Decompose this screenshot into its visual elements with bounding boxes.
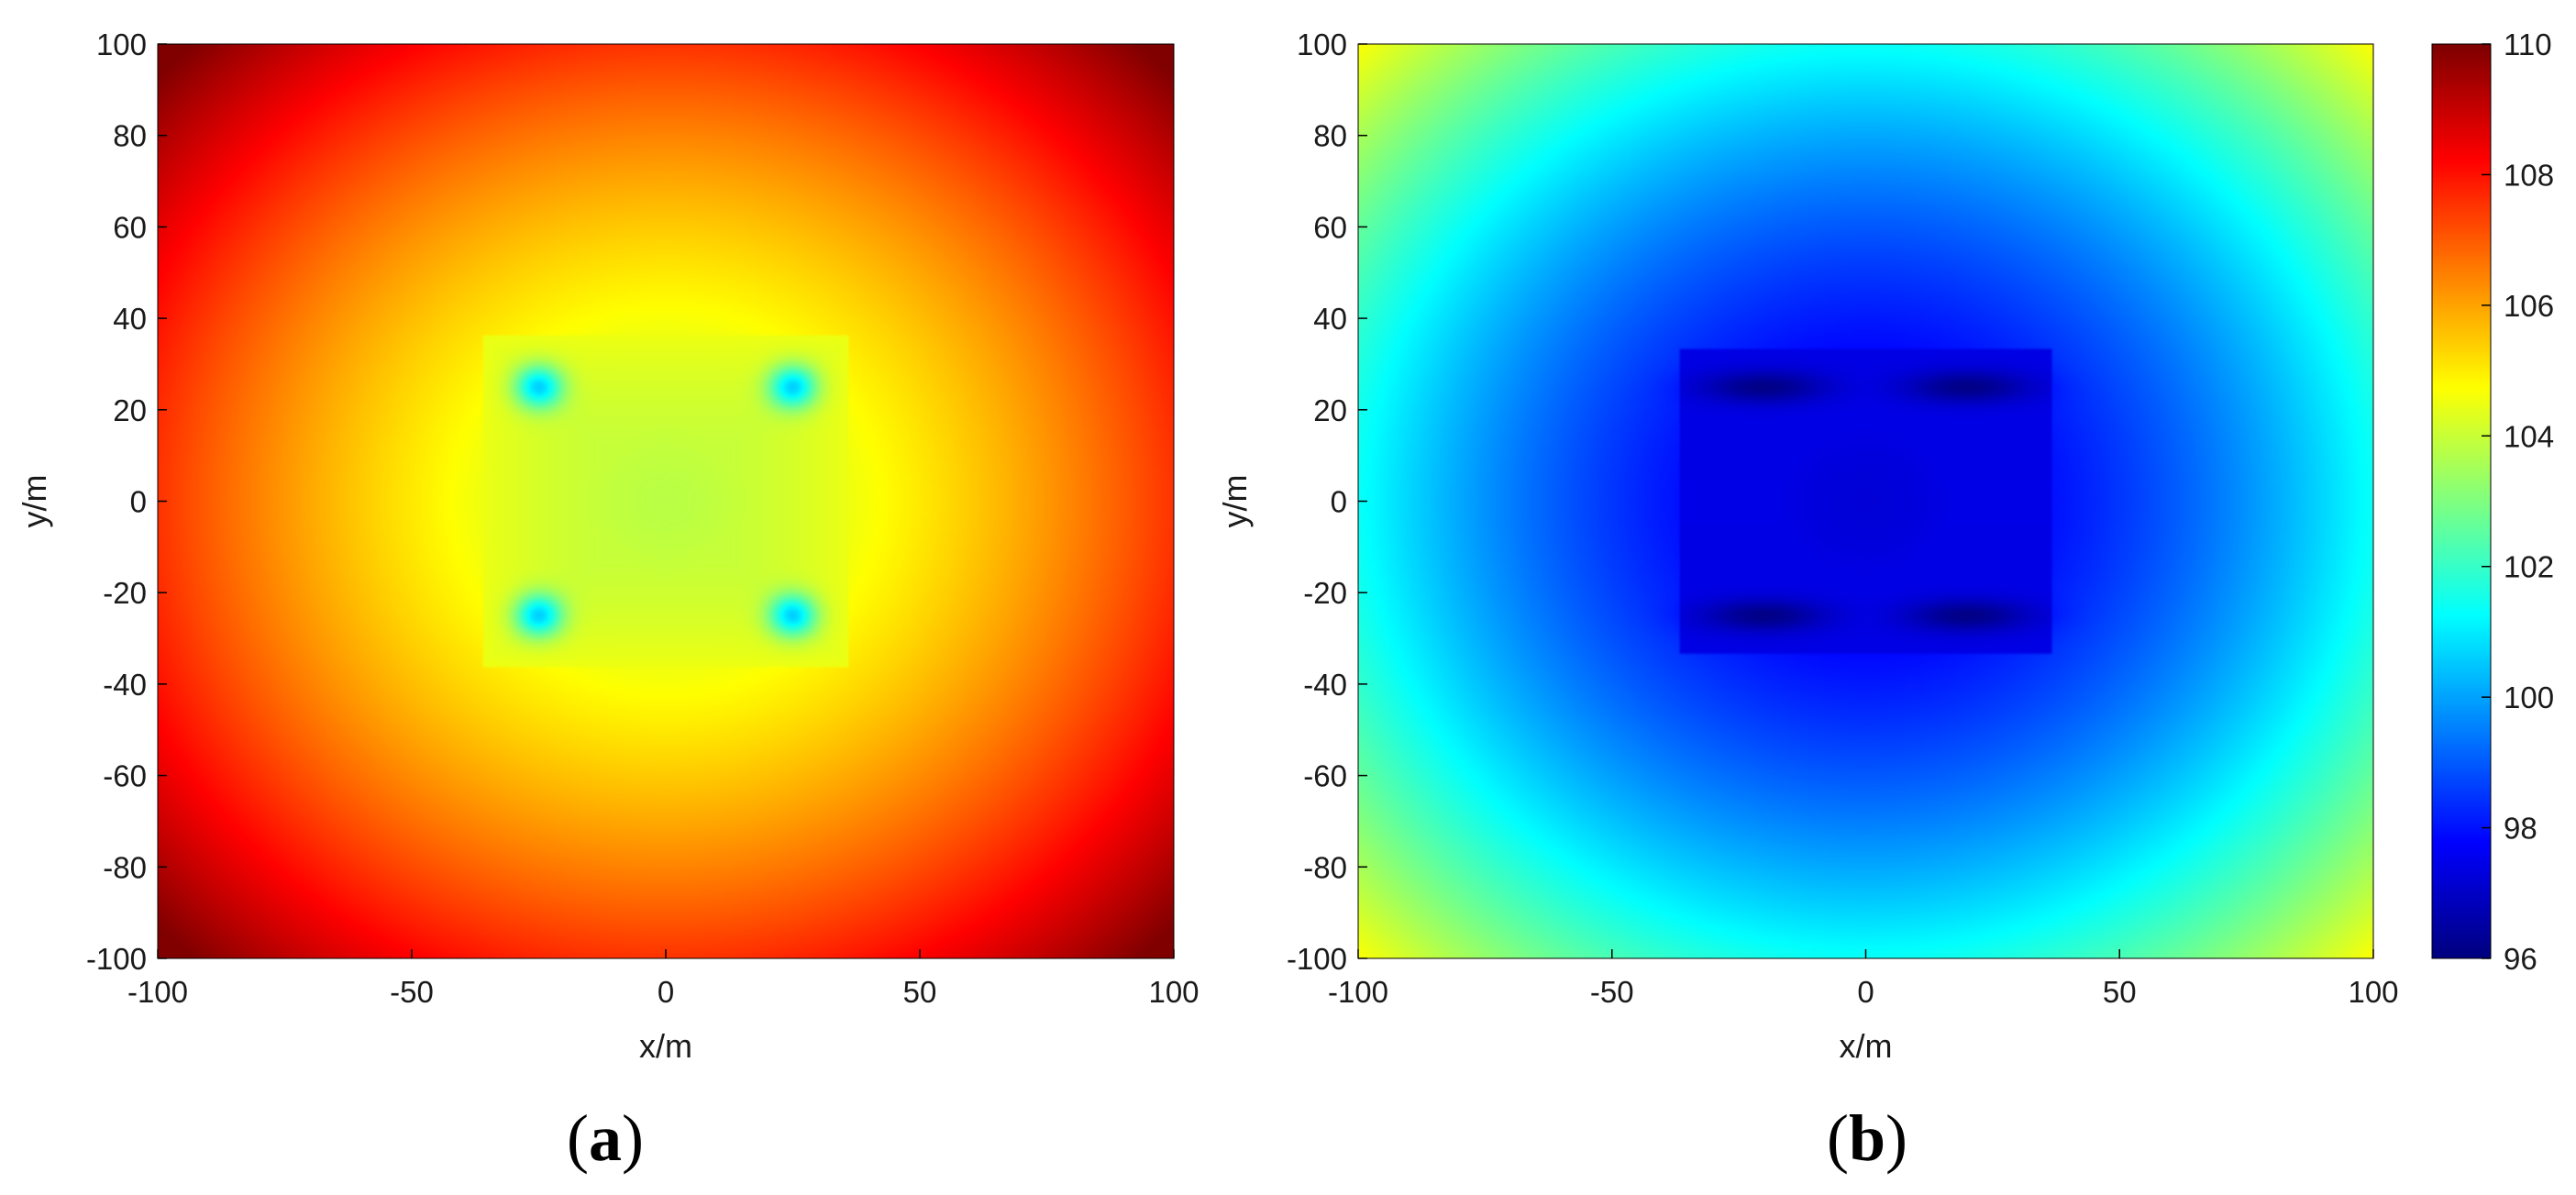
caption-a-letter: a bbox=[589, 1101, 622, 1175]
y-tick-label: 60 bbox=[113, 210, 147, 244]
y-tick-label: 40 bbox=[113, 302, 147, 336]
caption-b-close: ) bbox=[1885, 1101, 1907, 1175]
y-tick-label: -100 bbox=[86, 942, 147, 976]
caption-a-open: ( bbox=[567, 1101, 589, 1175]
caption-b: (b) bbox=[1775, 1101, 1959, 1177]
heatmap-a bbox=[158, 44, 1174, 958]
y-tick-label: 100 bbox=[96, 28, 147, 61]
y-tick-label: 20 bbox=[113, 393, 147, 427]
colorbar-tick-label: 108 bbox=[2504, 158, 2554, 192]
colorbar bbox=[2431, 43, 2492, 959]
x-tick-label: -50 bbox=[390, 975, 434, 1009]
y-tick-label: -40 bbox=[1303, 668, 1347, 702]
y-tick-label: -80 bbox=[103, 850, 147, 884]
y-tick-label: 80 bbox=[1313, 119, 1347, 153]
y-axis-label-a: y/m bbox=[16, 475, 53, 528]
y-tick-label: -60 bbox=[103, 759, 147, 793]
x-tick-label: 0 bbox=[658, 975, 674, 1009]
y-tick-label: 40 bbox=[1313, 302, 1347, 336]
colorbar-tick-label: 106 bbox=[2504, 289, 2554, 323]
colorbar-tick-label: 104 bbox=[2504, 419, 2554, 453]
y-tick-label: 80 bbox=[113, 119, 147, 153]
colorbar-tick-label: 96 bbox=[2504, 942, 2537, 976]
x-tick-label: -100 bbox=[127, 975, 188, 1009]
x-axis-label-a: x/m bbox=[639, 1027, 692, 1065]
plot-a bbox=[157, 43, 1175, 959]
y-tick-label: -20 bbox=[1303, 576, 1347, 610]
y-tick-label: 0 bbox=[130, 485, 147, 519]
ticks-layer: -100 -50 0 50 100 -100 -80 -60 -40 -20 0 20 40 60 80 10… bbox=[16, 28, 2554, 1065]
y-axis-label-b: y/m bbox=[1216, 475, 1254, 528]
x-tick-label: 50 bbox=[903, 975, 937, 1009]
x-tick-label: 50 bbox=[2103, 975, 2137, 1009]
x-tick-label: -100 bbox=[1328, 975, 1388, 1009]
caption-a-close: ) bbox=[622, 1101, 644, 1175]
y-tick-label: -100 bbox=[1287, 942, 1347, 976]
y-tick-label: -20 bbox=[103, 576, 147, 610]
colorbar-tick-label: 98 bbox=[2504, 812, 2537, 846]
colorbar-frame bbox=[2431, 43, 2492, 959]
heatmap-b bbox=[1358, 44, 2373, 958]
x-axis-label-b: x/m bbox=[1840, 1027, 1893, 1065]
caption-a: (a) bbox=[514, 1101, 697, 1177]
y-tick-label: 60 bbox=[1313, 210, 1347, 244]
plots-layer bbox=[157, 43, 2492, 959]
y-tick-label: -80 bbox=[1303, 850, 1347, 884]
caption-b-open: ( bbox=[1826, 1101, 1849, 1175]
colorbar-tick-label: 102 bbox=[2504, 550, 2554, 584]
plot-b bbox=[1357, 43, 2374, 959]
y-tick-label: 0 bbox=[1331, 485, 1347, 519]
y-tick-label: -40 bbox=[103, 668, 147, 702]
y-tick-label: -60 bbox=[1303, 759, 1347, 793]
x-tick-label: -50 bbox=[1590, 975, 1634, 1009]
x-tick-label: 100 bbox=[1148, 975, 1199, 1009]
y-tick-label: 20 bbox=[1313, 393, 1347, 427]
y-tick-label: 100 bbox=[1297, 28, 1347, 61]
colorbar-tick-label: 100 bbox=[2504, 680, 2554, 714]
caption-b-letter: b bbox=[1848, 1101, 1886, 1175]
colorbar-tick-label: 110 bbox=[2504, 28, 2552, 61]
x-tick-label: 0 bbox=[1857, 975, 1874, 1009]
x-tick-label: 100 bbox=[2348, 975, 2398, 1009]
colorbar-gradient bbox=[2432, 44, 2491, 958]
